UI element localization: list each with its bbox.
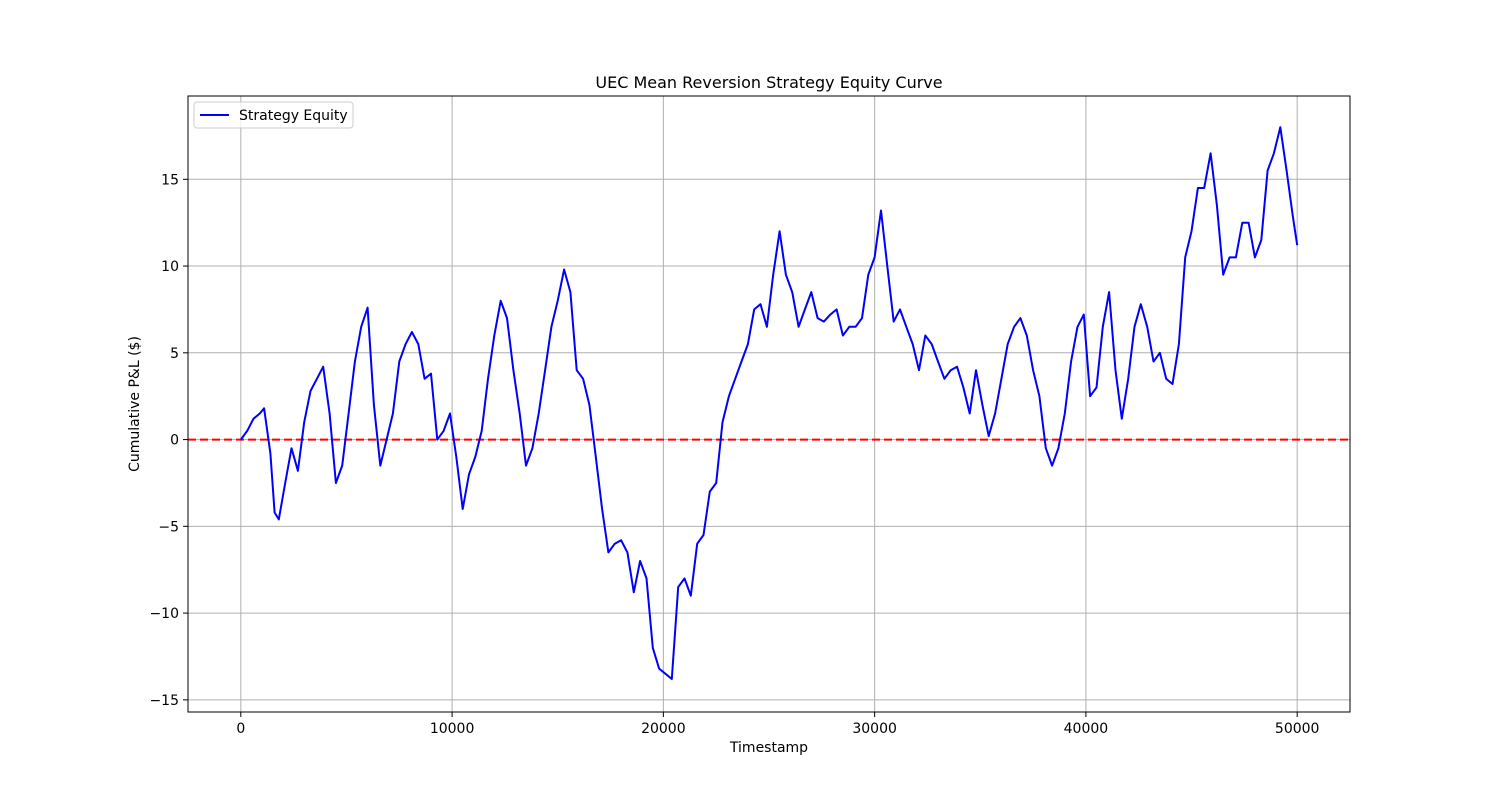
legend: Strategy Equity (193, 101, 354, 129)
y-tick-label: 15 (161, 172, 179, 188)
x-tick-label: 40000 (1064, 721, 1109, 737)
x-tick-label: 20000 (641, 721, 686, 737)
x-axis-label: Timestamp (729, 740, 808, 756)
x-tick-label: 10000 (430, 721, 475, 737)
x-tick-label: 30000 (852, 721, 897, 737)
x-tick-label: 0 (236, 721, 245, 737)
y-tick-label: 5 (170, 346, 179, 362)
y-tick-label: 10 (161, 259, 179, 275)
plot-frame (187, 95, 1351, 713)
series-layer (239, 126, 1299, 680)
x-tick-label: 50000 (1275, 721, 1320, 737)
chart-title: UEC Mean Reversion Strategy Equity Curve (595, 73, 942, 92)
series-line-strategy-equity (239, 126, 1299, 680)
y-tick-label: −15 (149, 693, 179, 709)
ticks: 0 10000 20000 30000 40000 50000 −15 −10 −5 0 5 10 15 (149, 172, 1319, 737)
y-axis-label: Cumulative P&L ($) (127, 336, 143, 472)
y-tick-label: −10 (149, 606, 179, 622)
y-tick-label: 0 (170, 433, 179, 449)
y-tick-label: −5 (158, 519, 179, 535)
legend-box (193, 101, 354, 129)
legend-label-strategy-equity: Strategy Equity (239, 108, 348, 124)
